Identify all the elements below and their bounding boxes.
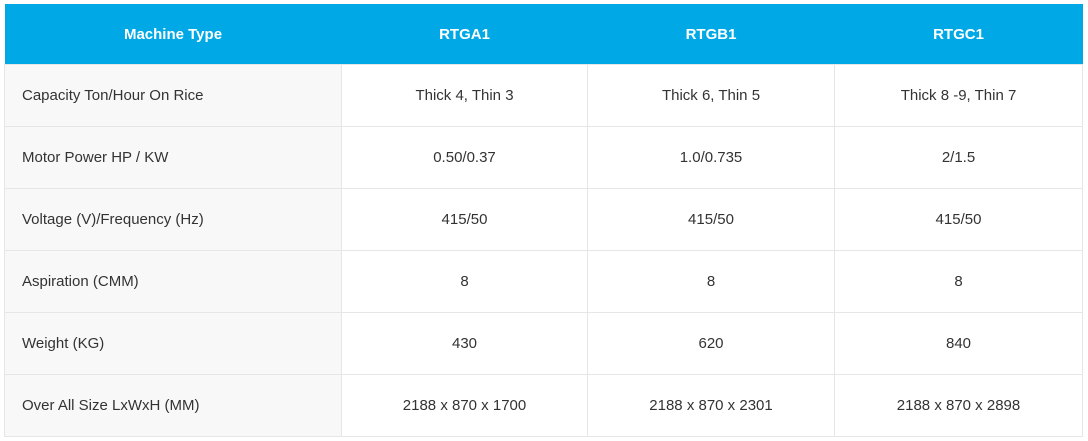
row-label: Aspiration (CMM) [4,250,342,313]
table-cell: Thick 4, Thin 3 [341,64,588,127]
header-rtga1: RTGA1 [341,4,588,65]
table-row: Over All Size LxWxH (MM) 2188 x 870 x 170… [4,374,1083,437]
table-row: Voltage (V)/Frequency (Hz) 415/50 415/50 41… [4,188,1083,251]
row-label: Weight (KG) [4,312,342,375]
header-machine-type: Machine Type [4,4,342,65]
table-row: Aspiration (CMM) 8 8 8 [4,250,1083,313]
table-cell: 8 [834,250,1083,313]
table-cell: 2188 x 870 x 2898 [834,374,1083,437]
table-cell: 0.50/0.37 [341,126,588,189]
table-cell: 415/50 [341,188,588,251]
table-cell: 8 [587,250,835,313]
table-cell: 430 [341,312,588,375]
table-cell: Thick 6, Thin 5 [587,64,835,127]
machine-spec-table: Machine Type RTGA1 RTGB1 RTGC1 Capacity … [4,4,1083,437]
table-header-row: Machine Type RTGA1 RTGB1 RTGC1 [4,4,1083,65]
table-cell: 840 [834,312,1083,375]
table-row: Weight (KG) 430 620 840 [4,312,1083,375]
row-label: Voltage (V)/Frequency (Hz) [4,188,342,251]
table-cell: 415/50 [834,188,1083,251]
table-cell: 2188 x 870 x 1700 [341,374,588,437]
row-label: Over All Size LxWxH (MM) [4,374,342,437]
table-row: Motor Power HP / KW 0.50/0.37 1.0/0.735 2/1… [4,126,1083,189]
table-cell: Thick 8 -9, Thin 7 [834,64,1083,127]
table-row: Capacity Ton/Hour On Rice Thick 4, Thin 3… [4,64,1083,127]
table-cell: 620 [587,312,835,375]
header-rtgc1: RTGC1 [834,4,1083,65]
table-cell: 2/1.5 [834,126,1083,189]
row-label: Capacity Ton/Hour On Rice [4,64,342,127]
table-cell: 415/50 [587,188,835,251]
row-label: Motor Power HP / KW [4,126,342,189]
table-cell: 2188 x 870 x 2301 [587,374,835,437]
table-cell: 8 [341,250,588,313]
header-rtgb1: RTGB1 [587,4,835,65]
table-cell: 1.0/0.735 [587,126,835,189]
